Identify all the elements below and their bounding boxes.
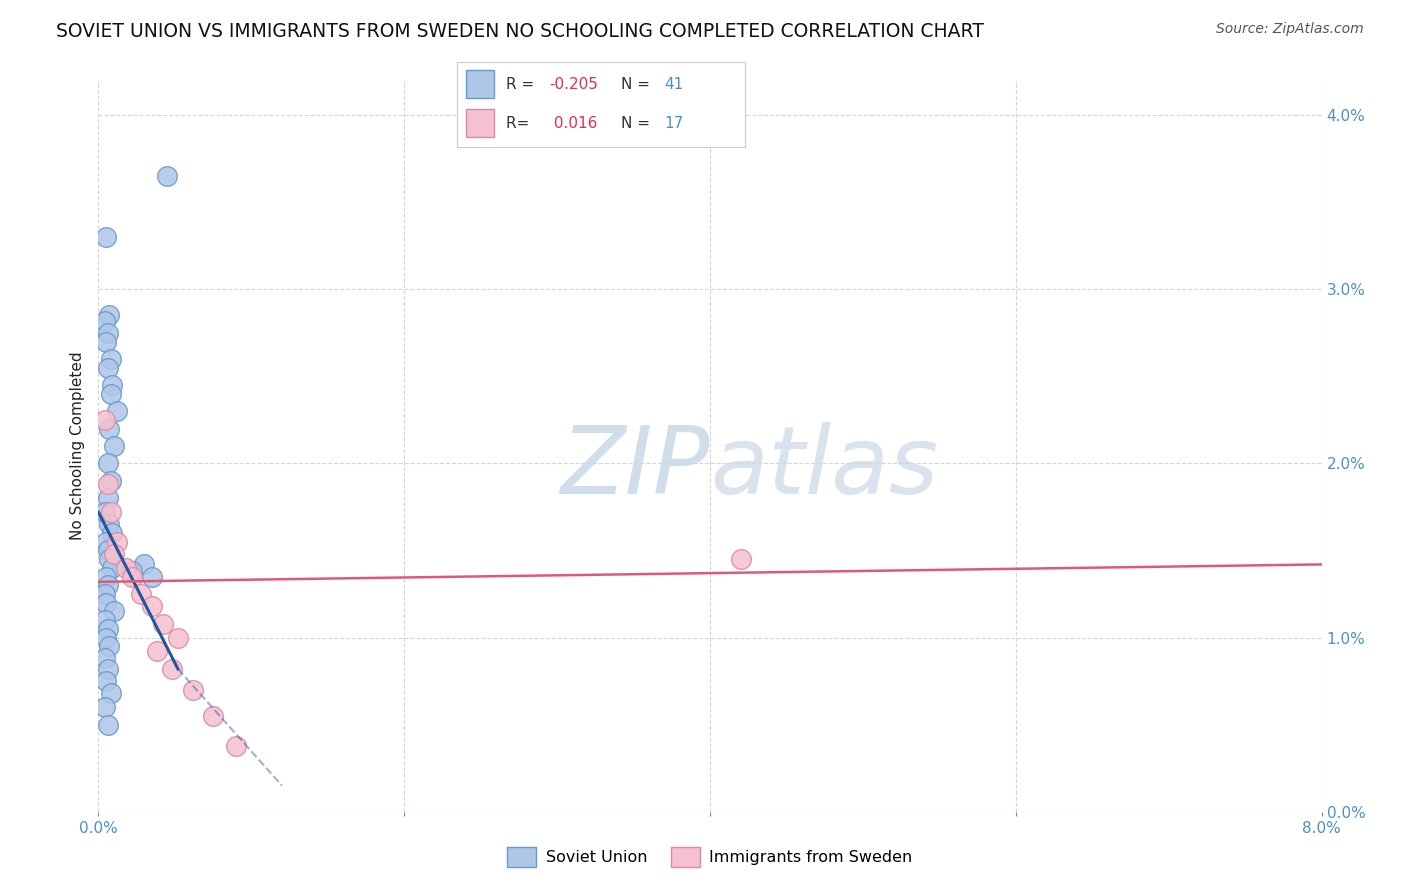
Point	[97, 622, 120, 636]
Point	[141, 569, 163, 583]
Text: Source: ZipAtlas.com: Source: ZipAtlas.com	[1216, 22, 1364, 37]
Text: -0.205: -0.205	[550, 77, 598, 92]
Point	[156, 169, 179, 183]
Point	[93, 413, 115, 427]
Point	[103, 604, 125, 618]
Point	[94, 230, 117, 244]
Point	[93, 587, 115, 601]
Y-axis label: No Schooling Completed: No Schooling Completed	[70, 351, 86, 541]
Point	[181, 682, 204, 697]
Text: atlas: atlas	[710, 423, 938, 514]
Point	[97, 543, 120, 558]
Point	[94, 569, 117, 583]
Point	[134, 558, 156, 572]
Point	[97, 457, 120, 471]
Legend: Soviet Union, Immigrants from Sweden: Soviet Union, Immigrants from Sweden	[501, 841, 920, 873]
Point	[93, 313, 115, 327]
Text: 41: 41	[665, 77, 683, 92]
Point	[101, 526, 124, 541]
Point	[93, 700, 115, 714]
Point	[93, 651, 115, 665]
Point	[145, 644, 167, 658]
Point	[98, 421, 121, 435]
Point	[97, 477, 120, 491]
Point	[121, 565, 143, 579]
Point	[129, 587, 152, 601]
Point	[101, 561, 124, 575]
Point	[97, 578, 120, 592]
Point	[103, 547, 125, 561]
Point	[141, 599, 163, 614]
Point	[93, 613, 115, 627]
Text: N =: N =	[621, 116, 655, 130]
Text: R =: R =	[506, 77, 538, 92]
Point	[160, 662, 183, 676]
Point	[97, 662, 120, 676]
Point	[167, 631, 190, 645]
Point	[100, 351, 122, 366]
Point	[94, 334, 117, 349]
Point	[730, 552, 752, 566]
Point	[121, 569, 143, 583]
Point	[225, 739, 247, 753]
Point	[98, 552, 121, 566]
Point	[94, 674, 117, 689]
Point	[94, 596, 117, 610]
Point	[105, 404, 128, 418]
Text: SOVIET UNION VS IMMIGRANTS FROM SWEDEN NO SCHOOLING COMPLETED CORRELATION CHART: SOVIET UNION VS IMMIGRANTS FROM SWEDEN N…	[56, 22, 984, 41]
Point	[97, 491, 120, 506]
Point	[97, 326, 120, 340]
Point	[98, 309, 121, 323]
Point	[98, 640, 121, 654]
Point	[100, 505, 122, 519]
Point	[100, 474, 122, 488]
Bar	[465, 109, 495, 137]
Point	[98, 517, 121, 532]
Point	[93, 505, 115, 519]
Point	[100, 386, 122, 401]
Bar	[465, 70, 495, 98]
Point	[94, 534, 117, 549]
Point	[100, 686, 122, 700]
Text: 0.016: 0.016	[550, 116, 598, 130]
Point	[105, 534, 128, 549]
Point	[103, 439, 125, 453]
Point	[202, 709, 225, 723]
Text: R=: R=	[506, 116, 534, 130]
Text: ZIP: ZIP	[561, 423, 710, 514]
Point	[101, 378, 124, 392]
Text: N =: N =	[621, 77, 655, 92]
Point	[97, 360, 120, 375]
Point	[115, 561, 138, 575]
Point	[94, 631, 117, 645]
Point	[97, 717, 120, 731]
Point	[152, 616, 174, 631]
Text: 17: 17	[665, 116, 683, 130]
